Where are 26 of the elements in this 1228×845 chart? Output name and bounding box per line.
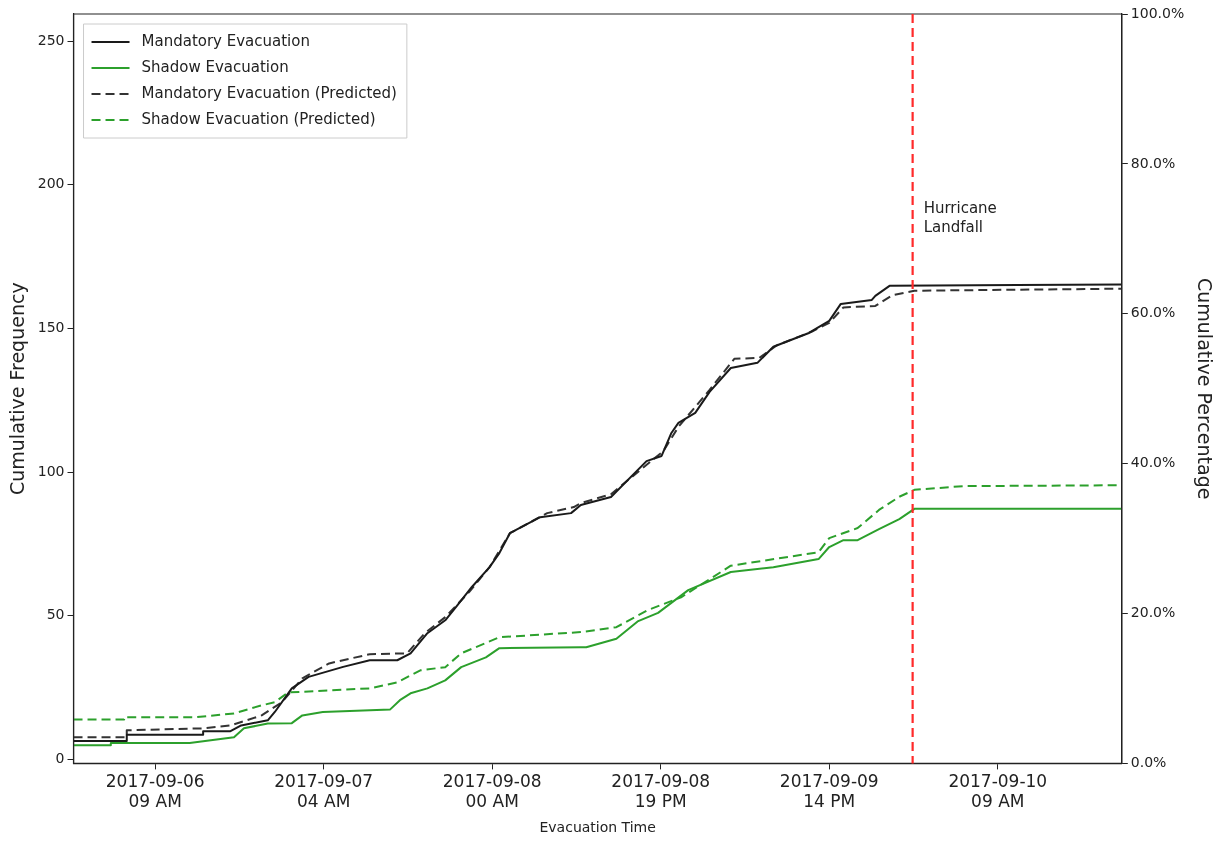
x-tick-label: 2017-09-10 09 AM — [948, 771, 1048, 812]
y2-axis-title: Cumulative Percentage — [1193, 278, 1216, 500]
x-tick-label: 2017-09-07 04 AM — [274, 771, 374, 812]
y2-tick-label: 40.0% — [1130, 454, 1176, 471]
y2-tick-label: 20.0% — [1130, 604, 1176, 621]
y2-tick-label: 60.0% — [1130, 304, 1176, 321]
ref-line-label: Hurricane Landfall — [923, 199, 997, 237]
legend-label: Mandatory Evacuation — [141, 31, 310, 50]
y-tick-label: 200 — [37, 175, 65, 192]
y-tick-label: 0 — [55, 750, 65, 767]
y-axis-title: Cumulative Frequency — [6, 282, 29, 496]
x-tick-label: 2017-09-06 09 AM — [105, 771, 205, 812]
legend-label: Shadow Evacuation — [141, 57, 289, 76]
x-tick-label: 2017-09-08 19 PM — [611, 771, 711, 812]
x-axis-title: Evacuation Time — [539, 819, 656, 836]
legend-label: Mandatory Evacuation (Predicted) — [141, 83, 397, 102]
x-tick-label: 2017-09-09 14 PM — [779, 771, 879, 812]
y-tick-label: 150 — [37, 319, 65, 335]
legend-label: Shadow Evacuation (Predicted) — [141, 109, 376, 128]
y-tick-label: 50 — [46, 606, 65, 623]
x-tick-label: 2017-09-08 00 AM — [442, 771, 542, 812]
y2-tick-label: 80.0% — [1130, 154, 1176, 171]
y2-tick-label: 0.0% — [1130, 754, 1167, 771]
y2-tick-label: 100.0% — [1130, 4, 1185, 21]
y-tick-label: 100 — [37, 462, 65, 479]
y-tick-label: 250 — [37, 31, 65, 48]
